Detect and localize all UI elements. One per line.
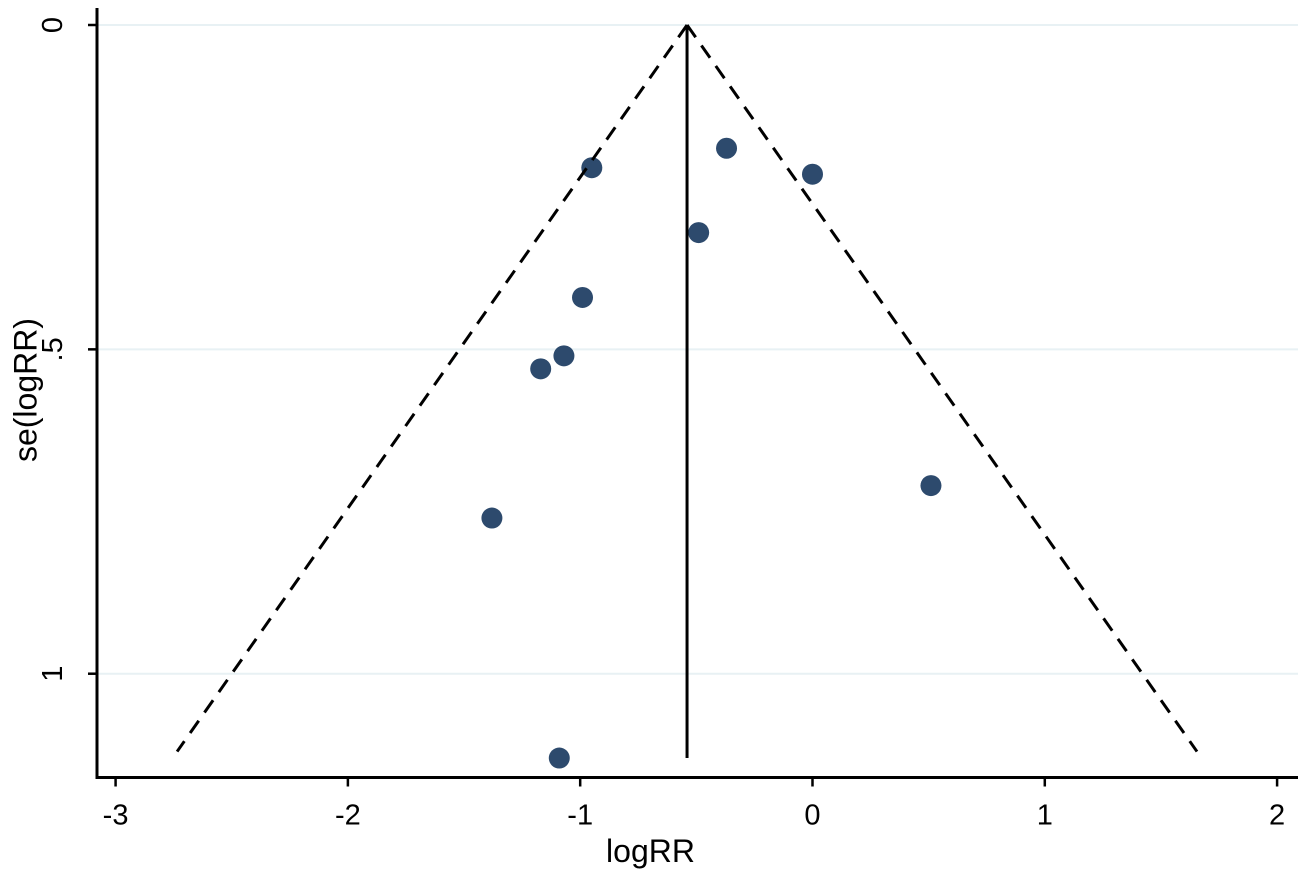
x-tick-label: 2: [1269, 800, 1285, 832]
data-point: [920, 475, 942, 497]
x-axis-title: logRR: [606, 833, 695, 869]
pseudo-confidence-limit-right: [685, 24, 1199, 753]
data-point: [548, 747, 570, 769]
y-axis-title: se(logRR): [7, 317, 44, 463]
data-point: [801, 163, 823, 185]
y-tick-label: 1: [37, 666, 69, 682]
x-tick-label: -2: [335, 800, 361, 832]
data-point: [553, 345, 575, 367]
data-point: [688, 222, 710, 244]
data-point: [581, 157, 603, 179]
data-point: [481, 507, 503, 529]
x-tick-label: -1: [567, 800, 593, 832]
x-tick-label: -3: [103, 800, 129, 832]
data-point: [530, 358, 552, 380]
data-point: [572, 286, 594, 308]
x-tick-label: 0: [804, 800, 820, 832]
data-point: [716, 137, 738, 159]
y-tick-label: .5: [37, 337, 69, 361]
y-tick-label: 0: [37, 17, 69, 33]
x-tick-label: 1: [1037, 800, 1053, 832]
pseudo-confidence-limit-left: [175, 24, 689, 753]
